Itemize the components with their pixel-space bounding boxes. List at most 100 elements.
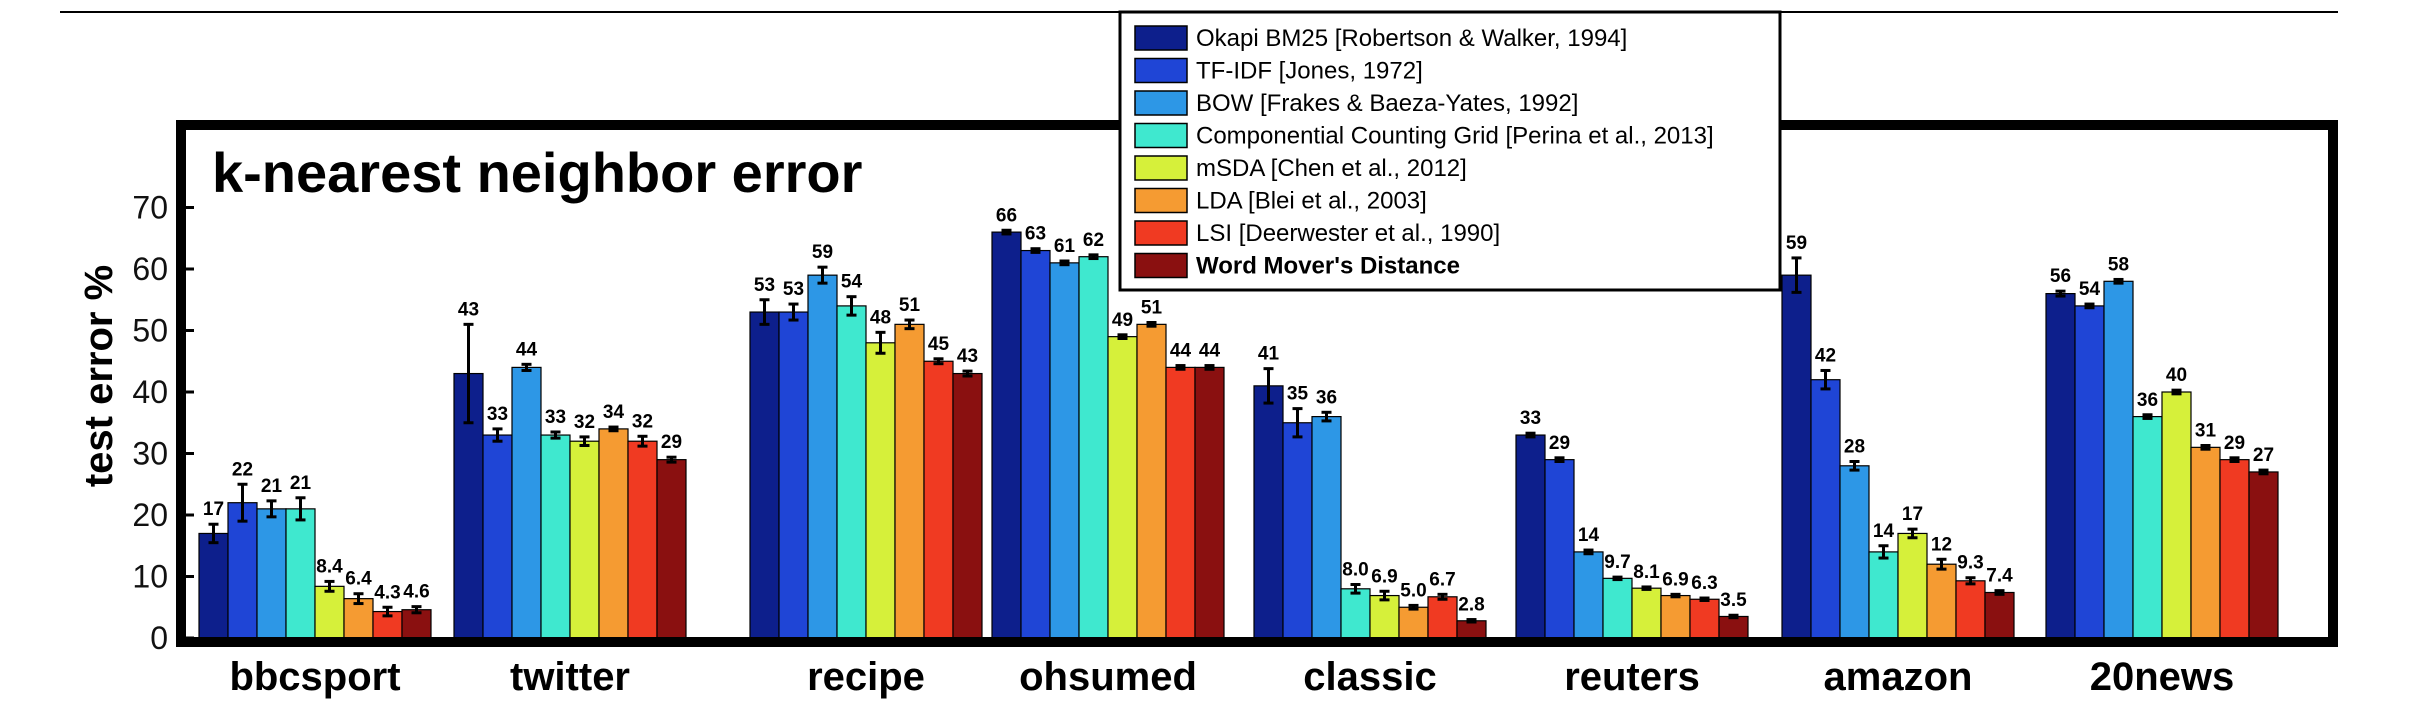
bar <box>952 372 983 639</box>
data-label: 40 <box>2166 365 2187 386</box>
data-label: 6.9 <box>1662 569 1688 590</box>
data-label: 32 <box>574 412 595 433</box>
data-label: 61 <box>1054 236 1076 257</box>
y-tick-label: 30 <box>132 436 168 472</box>
data-label: 42 <box>1815 345 1836 366</box>
bar <box>598 428 629 639</box>
data-label: 41 <box>1258 344 1280 365</box>
data-label: 29 <box>661 432 682 453</box>
legend-swatch <box>1134 122 1188 149</box>
data-label: 34 <box>603 402 625 423</box>
y-tick-label: 50 <box>132 313 168 349</box>
bar <box>991 231 1022 639</box>
data-label: 36 <box>2137 390 2158 411</box>
data-label: 6.3 <box>1691 573 1717 594</box>
legend-label: TF-IDF [Jones, 1972] <box>1196 58 1423 85</box>
bar <box>1194 366 1225 639</box>
data-label: 59 <box>812 242 833 263</box>
legend-label: mSDA [Chen et al., 2012] <box>1196 155 1467 182</box>
data-label: 36 <box>1316 387 1337 408</box>
data-label: 6.7 <box>1429 569 1455 590</box>
bar <box>1427 596 1458 639</box>
data-label: 43 <box>957 346 978 367</box>
data-label: 51 <box>1141 298 1163 319</box>
legend: Okapi BM25 [Robertson & Walker, 1994] TF-… <box>1118 10 1782 292</box>
data-label: 6.4 <box>345 569 372 590</box>
data-label: 9.7 <box>1604 552 1630 573</box>
x-tick-label: amazon <box>1824 655 1973 699</box>
data-label: 2.8 <box>1458 595 1484 616</box>
legend-label: Okapi BM25 [Robertson & Walker, 1994] <box>1196 25 1627 52</box>
data-label: 54 <box>2079 279 2101 300</box>
bar <box>1602 577 1633 639</box>
y-tick-label: 70 <box>132 190 168 226</box>
bar <box>1078 256 1109 639</box>
legend-swatch <box>1134 155 1188 181</box>
legend-swatch <box>1134 57 1188 84</box>
data-label: 66 <box>996 205 1017 226</box>
bar <box>1136 323 1167 639</box>
bar <box>1660 594 1691 639</box>
bar <box>807 274 838 639</box>
bar <box>1897 532 1928 639</box>
legend-swatch <box>1134 187 1188 214</box>
bar <box>1282 422 1313 639</box>
x-tick-label: bbcsport <box>229 655 400 699</box>
data-label: 22 <box>232 459 253 480</box>
data-label: 8.1 <box>1633 562 1660 583</box>
data-label: 4.6 <box>403 582 429 603</box>
bar <box>1340 588 1371 639</box>
bar <box>540 434 571 639</box>
bar <box>1955 580 1986 639</box>
data-label: 53 <box>754 275 775 296</box>
bar <box>1165 366 1196 639</box>
bar <box>836 305 867 639</box>
data-label: 62 <box>1083 230 1104 251</box>
y-tick-label: 60 <box>132 251 168 287</box>
data-label: 45 <box>928 334 950 355</box>
data-label: 5.0 <box>1400 580 1426 601</box>
bar <box>569 440 600 639</box>
x-tick-label: classic <box>1303 655 1436 699</box>
bar <box>1369 594 1400 639</box>
bar <box>227 502 258 639</box>
data-label: 29 <box>2224 433 2245 454</box>
data-label: 49 <box>1112 310 1133 331</box>
bar <box>1718 615 1749 639</box>
bar <box>314 585 345 639</box>
bar <box>343 598 374 639</box>
legend-label: LSI [Deerwester et al., 1990] <box>1196 220 1500 247</box>
data-label: 53 <box>783 279 804 300</box>
bar <box>2103 280 2134 639</box>
legend-label: Word Mover's Distance <box>1196 253 1460 280</box>
legend-swatch <box>1134 220 1188 246</box>
data-label: 54 <box>841 272 863 293</box>
legend-label: LDA [Blei et al., 2003] <box>1196 188 1427 215</box>
x-tick-label: reuters <box>1564 655 1700 699</box>
bar <box>482 434 513 639</box>
bar <box>256 508 287 639</box>
bar <box>1253 385 1284 639</box>
bar <box>894 323 925 639</box>
bar <box>2132 416 2163 639</box>
data-label: 21 <box>261 476 283 497</box>
data-label: 43 <box>458 299 479 320</box>
bar <box>1810 379 1841 639</box>
bar <box>1398 606 1429 639</box>
data-label: 44 <box>516 339 538 360</box>
bar <box>1544 459 1575 639</box>
bar <box>778 311 809 639</box>
data-label: 35 <box>1287 384 1309 405</box>
data-label: 58 <box>2108 254 2129 275</box>
bar <box>865 342 896 639</box>
bar <box>1020 249 1051 639</box>
data-label: 14 <box>1873 521 1895 542</box>
data-label: 4.3 <box>374 582 400 603</box>
data-label: 48 <box>870 307 891 328</box>
y-tick-label: 20 <box>132 497 168 533</box>
data-label: 31 <box>2195 421 2217 442</box>
bar <box>2190 446 2221 639</box>
data-label: 27 <box>2253 445 2274 466</box>
data-label: 44 <box>1170 341 1192 362</box>
y-tick-label: 40 <box>132 374 168 410</box>
